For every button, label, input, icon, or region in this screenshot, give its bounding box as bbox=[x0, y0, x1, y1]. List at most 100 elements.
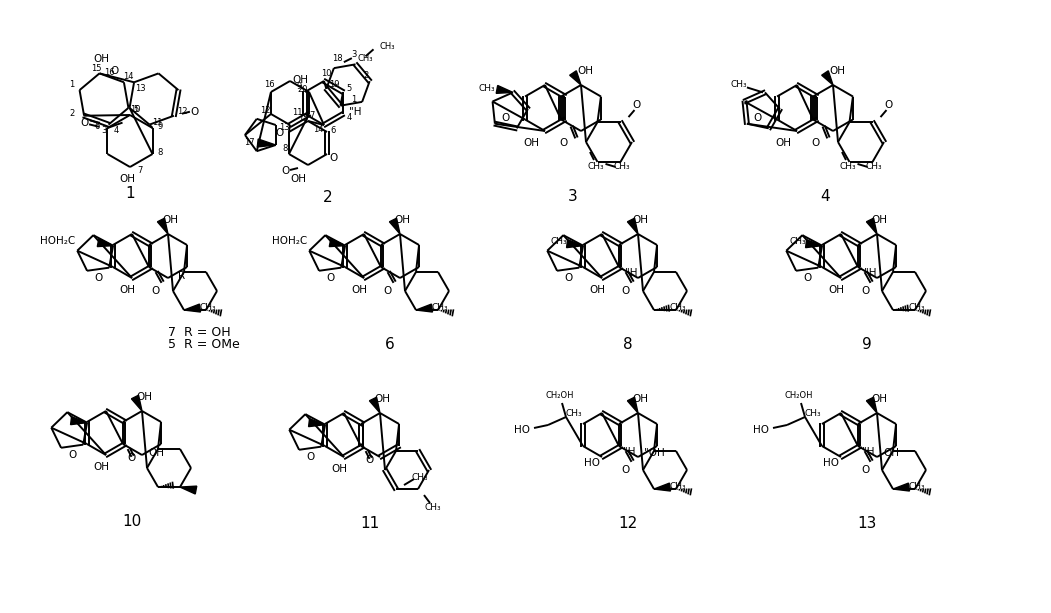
Text: OH: OH bbox=[92, 462, 109, 472]
Text: "H: "H bbox=[624, 268, 637, 278]
Text: 5  R = OMe: 5 R = OMe bbox=[168, 338, 240, 351]
Text: 14: 14 bbox=[123, 72, 133, 81]
Text: O: O bbox=[282, 166, 290, 176]
Polygon shape bbox=[893, 483, 909, 491]
Text: OH: OH bbox=[775, 138, 791, 148]
Polygon shape bbox=[570, 70, 581, 85]
Polygon shape bbox=[654, 483, 671, 491]
Text: O: O bbox=[275, 128, 284, 138]
Polygon shape bbox=[866, 397, 877, 413]
Text: R: R bbox=[179, 271, 186, 281]
Text: 7: 7 bbox=[138, 166, 143, 175]
Text: "H: "H bbox=[864, 268, 877, 278]
Polygon shape bbox=[627, 397, 638, 413]
Text: CH₃: CH₃ bbox=[588, 161, 604, 170]
Text: CH₃: CH₃ bbox=[565, 408, 582, 417]
Text: CH₃: CH₃ bbox=[357, 54, 373, 63]
Text: O: O bbox=[861, 465, 869, 475]
Text: 19: 19 bbox=[329, 80, 339, 89]
Text: 10: 10 bbox=[122, 514, 142, 528]
Text: O: O bbox=[326, 273, 334, 283]
Text: 7: 7 bbox=[309, 110, 314, 120]
Text: 15: 15 bbox=[91, 64, 102, 73]
Text: 1: 1 bbox=[125, 186, 135, 200]
Text: 1: 1 bbox=[351, 96, 356, 104]
Text: OH: OH bbox=[292, 75, 308, 85]
Text: 13: 13 bbox=[279, 123, 289, 132]
Text: O: O bbox=[501, 113, 510, 123]
Polygon shape bbox=[98, 238, 114, 246]
Polygon shape bbox=[184, 304, 201, 312]
Text: OH: OH bbox=[632, 215, 648, 225]
Polygon shape bbox=[390, 218, 400, 234]
Text: 15: 15 bbox=[297, 113, 308, 123]
Text: HOH₂C: HOH₂C bbox=[272, 235, 307, 246]
Text: O: O bbox=[633, 100, 641, 110]
Text: OH: OH bbox=[829, 66, 845, 76]
Text: OH: OH bbox=[119, 285, 135, 295]
Text: O: O bbox=[559, 138, 568, 148]
Text: 2: 2 bbox=[324, 189, 333, 205]
Text: 8: 8 bbox=[158, 148, 163, 156]
Text: 7  R = OH: 7 R = OH bbox=[168, 326, 230, 338]
Text: OH: OH bbox=[148, 448, 164, 458]
Text: CH₃: CH₃ bbox=[865, 162, 882, 172]
Polygon shape bbox=[180, 486, 197, 494]
Text: O: O bbox=[329, 153, 337, 163]
Text: O: O bbox=[622, 465, 631, 475]
Text: 3: 3 bbox=[101, 126, 106, 135]
Text: O: O bbox=[622, 286, 631, 296]
Text: O: O bbox=[365, 455, 373, 465]
Text: O: O bbox=[811, 138, 819, 148]
Text: 20: 20 bbox=[297, 85, 308, 94]
Text: OH: OH bbox=[136, 392, 152, 402]
Text: O: O bbox=[80, 118, 88, 128]
Text: 14: 14 bbox=[313, 124, 324, 134]
Text: 3: 3 bbox=[351, 50, 356, 59]
Text: OH: OH bbox=[883, 448, 899, 458]
Text: OH: OH bbox=[374, 394, 390, 404]
Text: CH₃: CH₃ bbox=[200, 303, 217, 311]
Text: O: O bbox=[306, 452, 314, 462]
Text: OH: OH bbox=[119, 174, 135, 184]
Text: CH₃: CH₃ bbox=[425, 503, 441, 512]
Text: 5: 5 bbox=[347, 83, 352, 93]
Text: "H: "H bbox=[862, 447, 874, 457]
Text: CH₃: CH₃ bbox=[669, 303, 686, 311]
Text: CH₃: CH₃ bbox=[669, 482, 686, 490]
Polygon shape bbox=[70, 417, 87, 425]
Text: CH₂OH: CH₂OH bbox=[785, 390, 813, 400]
Text: 17: 17 bbox=[245, 139, 255, 148]
Text: OH: OH bbox=[828, 285, 844, 295]
Text: CH₃: CH₃ bbox=[909, 482, 925, 490]
Text: 9: 9 bbox=[296, 82, 302, 91]
Text: 8: 8 bbox=[283, 143, 288, 153]
Text: "H: "H bbox=[349, 107, 362, 117]
Text: O: O bbox=[152, 286, 160, 296]
Text: 11: 11 bbox=[360, 516, 379, 530]
Text: CH₃: CH₃ bbox=[613, 162, 630, 172]
Text: 4: 4 bbox=[347, 113, 352, 121]
Text: 12: 12 bbox=[177, 107, 187, 116]
Text: 10: 10 bbox=[129, 104, 140, 113]
Text: HO: HO bbox=[753, 425, 769, 435]
Text: HO: HO bbox=[584, 458, 600, 468]
Text: 6: 6 bbox=[385, 337, 395, 351]
Polygon shape bbox=[496, 85, 513, 93]
Text: CH₃: CH₃ bbox=[730, 80, 747, 89]
Text: OH: OH bbox=[331, 464, 347, 474]
Text: OH: OH bbox=[94, 55, 109, 64]
Text: OH: OH bbox=[577, 66, 593, 76]
Polygon shape bbox=[627, 218, 638, 234]
Text: 12: 12 bbox=[618, 516, 638, 530]
Text: CH₃: CH₃ bbox=[551, 237, 568, 246]
Polygon shape bbox=[866, 218, 877, 234]
Text: O: O bbox=[68, 450, 77, 460]
Text: 16: 16 bbox=[264, 80, 274, 88]
Text: 16: 16 bbox=[104, 68, 115, 77]
Text: 5: 5 bbox=[133, 105, 139, 115]
Text: 4: 4 bbox=[114, 126, 119, 135]
Polygon shape bbox=[822, 70, 833, 85]
Text: O: O bbox=[94, 273, 102, 283]
Text: OH: OH bbox=[632, 394, 648, 404]
